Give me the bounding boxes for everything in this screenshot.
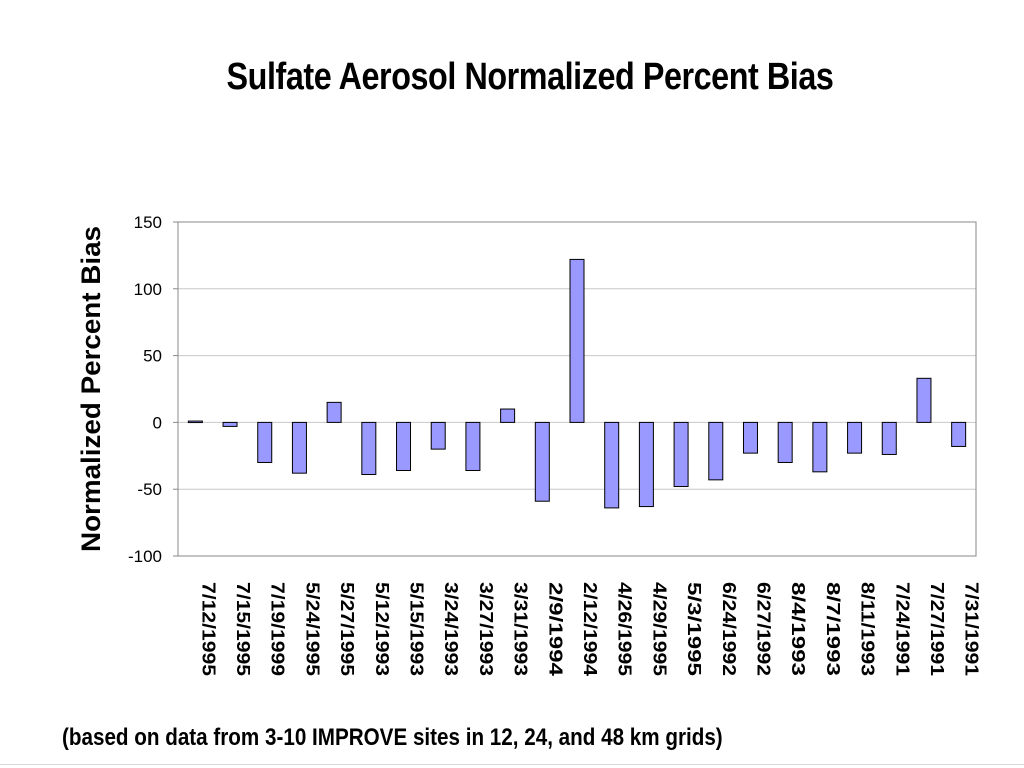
bar bbox=[951, 421, 967, 447]
y-axis-ticks: 150 100 50 0 -50 -100 bbox=[128, 213, 178, 566]
bar bbox=[673, 421, 689, 488]
bar bbox=[847, 421, 863, 454]
x-tick-label: 5/27/1995 bbox=[337, 582, 357, 676]
bar bbox=[916, 377, 932, 423]
x-tick-label: 6/24/1992 bbox=[719, 582, 739, 676]
bar bbox=[291, 421, 307, 474]
y-tick-label: -100 bbox=[128, 547, 162, 566]
x-tick-label: 5/15/1993 bbox=[407, 582, 427, 676]
x-tick-label: 5/3/1995 bbox=[684, 582, 704, 676]
bar bbox=[812, 421, 828, 473]
x-tick-label: 7/12/1995 bbox=[198, 582, 218, 676]
bar bbox=[500, 408, 516, 423]
x-tick-label: 3/24/1993 bbox=[441, 582, 461, 676]
footnote: (based on data from 3-10 IMPROVE sites i… bbox=[62, 724, 723, 751]
x-tick-label: 8/11/1993 bbox=[858, 582, 878, 676]
bar bbox=[187, 420, 203, 424]
x-tick-label: 7/15/1995 bbox=[233, 582, 253, 676]
x-tick-label: 7/19/1999 bbox=[268, 582, 288, 676]
x-axis-ticks: 7/12/1995 7/15/1995 7/19/1999 5/24/1995 5/27… bbox=[198, 582, 981, 676]
y-tick-label: 0 bbox=[153, 413, 162, 432]
bar bbox=[465, 421, 481, 471]
bar bbox=[881, 421, 897, 455]
x-tick-label: 2/9/1994 bbox=[545, 582, 565, 676]
bar bbox=[604, 421, 620, 509]
bar bbox=[257, 421, 273, 463]
bottom-divider bbox=[0, 764, 1024, 765]
plot-area-frame bbox=[177, 221, 977, 557]
x-tick-label: 5/12/1993 bbox=[372, 582, 392, 676]
bar bbox=[638, 421, 654, 508]
bar bbox=[361, 421, 377, 476]
x-tick-label: 8/7/1993 bbox=[823, 582, 843, 676]
bar bbox=[569, 258, 585, 423]
bar bbox=[326, 401, 342, 423]
x-tick-label: 3/31/1993 bbox=[511, 582, 531, 676]
x-tick-label: 5/24/1995 bbox=[302, 582, 322, 676]
y-tick-label: 150 bbox=[134, 213, 162, 232]
y-axis-label: Normalized Percent Bias bbox=[76, 226, 106, 552]
y-tick-label: 100 bbox=[134, 280, 162, 299]
x-tick-label: 4/26/1995 bbox=[615, 582, 635, 676]
x-tick-label: 8/4/1993 bbox=[788, 582, 808, 676]
x-tick-label: 7/24/1991 bbox=[892, 582, 912, 676]
x-tick-label: 7/27/1991 bbox=[927, 582, 947, 676]
bar bbox=[708, 421, 724, 481]
bar bbox=[742, 421, 758, 454]
bar bbox=[534, 421, 550, 502]
bar bbox=[430, 421, 446, 450]
x-tick-label: 7/31/1991 bbox=[962, 582, 982, 676]
chart-title: Sulfate Aerosol Normalized Percent Bias bbox=[226, 56, 834, 98]
x-tick-label: 6/27/1992 bbox=[753, 582, 773, 676]
bar bbox=[777, 421, 793, 463]
y-tick-label: -50 bbox=[137, 480, 162, 499]
bar bbox=[396, 421, 412, 471]
x-tick-label: 3/27/1993 bbox=[476, 582, 496, 676]
bars bbox=[187, 258, 967, 509]
bar bbox=[222, 421, 238, 427]
x-tick-label: 2/12/1994 bbox=[580, 582, 600, 676]
bar-chart: 150 100 50 0 -50 -100 7/12/1995 7/15/1995 7/19/… bbox=[76, 213, 982, 676]
x-tick-label: 4/29/1995 bbox=[649, 582, 669, 676]
y-tick-label: 50 bbox=[143, 347, 162, 366]
